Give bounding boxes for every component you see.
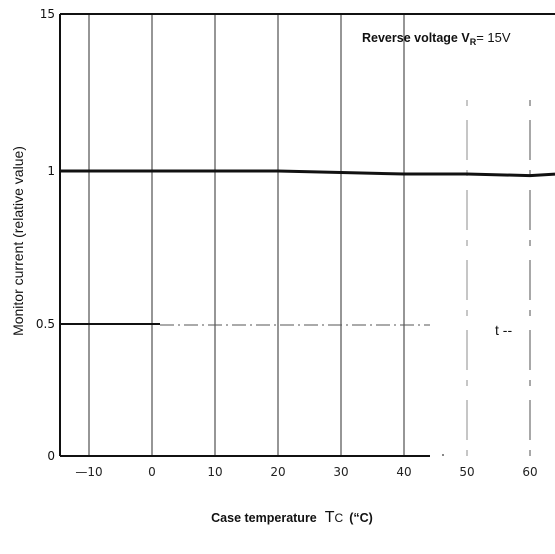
data-series [59, 169, 555, 178]
stray-marker-text: t -- [495, 322, 512, 338]
annotation-subscript: R [470, 37, 477, 47]
x-axis-label-main: Case temperature [211, 511, 317, 525]
y-axis-ticks: 0 0.5 1 15 [36, 7, 55, 463]
x-tick-label-10: 10 [207, 465, 222, 479]
x-tick-label-0: 0 [148, 465, 156, 479]
x-tick-label-30: 30 [333, 465, 348, 479]
plot-frame [59, 13, 555, 457]
grid-lines [60, 14, 531, 456]
y-axis-label: Monitor current (relative value) [10, 146, 26, 336]
x-axis-label: Case temperature TC (“C) [211, 509, 373, 526]
x-tick-label-40: 40 [396, 465, 411, 479]
x-tick-label-50: 50 [459, 465, 474, 479]
x-axis-label-symbol: T [325, 509, 335, 526]
x-tick-label-—10: —10 [75, 465, 102, 479]
x-tick-label-60: 60 [522, 465, 537, 479]
x-tick-label-20: 20 [270, 465, 285, 479]
y-tick-label-0.5: 0.5 [36, 317, 55, 331]
x-axis-label-unit: (“C) [349, 511, 373, 525]
x-axis-ticks: —10 0 10 20 30 40 50 60 [75, 465, 537, 479]
annotation-reverse-voltage: Reverse voltage VR= 15V [362, 30, 511, 47]
series-line-1 [60, 169, 555, 178]
y-tick-label-15: 15 [40, 7, 55, 21]
y-tick-label-0: 0 [47, 449, 55, 463]
y-tick-label-1: 1 [47, 164, 55, 178]
annotation-prefix: Reverse voltage V [362, 31, 470, 45]
annotation-suffix: = 15V [476, 30, 511, 45]
x-axis-label-symbol-sub: C [335, 511, 344, 525]
